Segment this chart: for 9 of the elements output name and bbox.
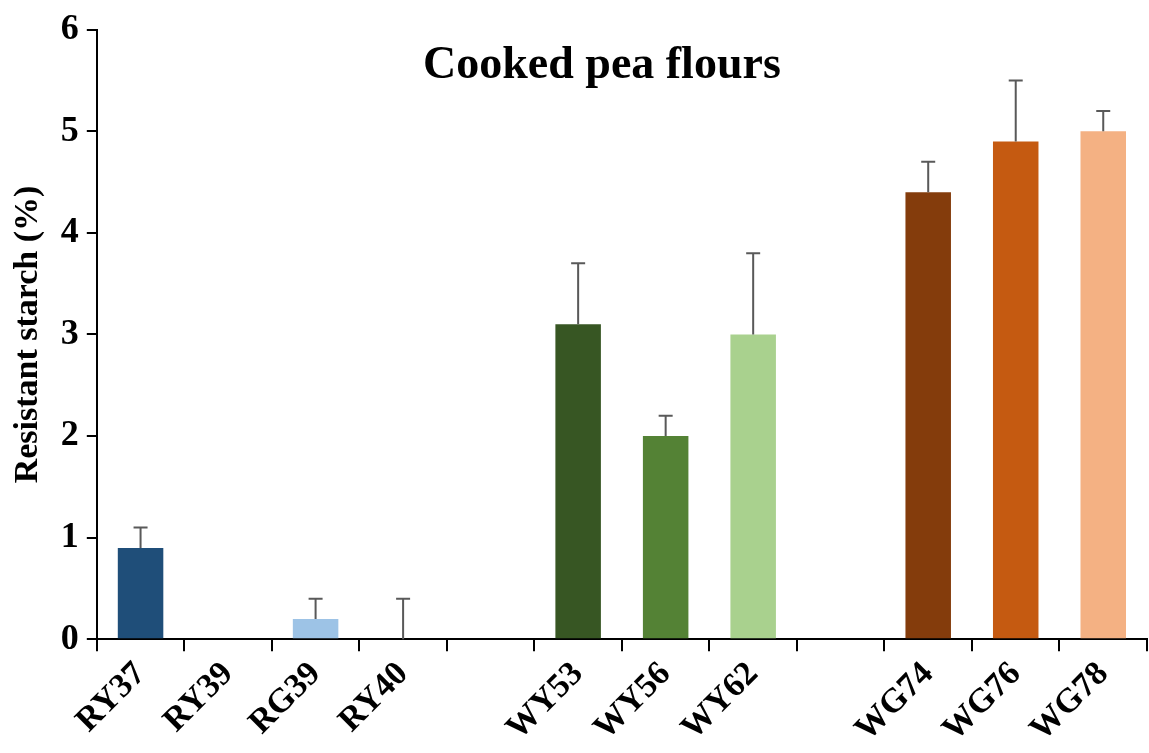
y-tick-label: 2	[60, 413, 79, 454]
y-tick-label: 4	[60, 210, 79, 251]
y-tick-label: 1	[60, 515, 79, 556]
y-axis-title: Resistant starch (%)	[7, 185, 46, 484]
y-tick-label: 6	[60, 6, 79, 47]
y-tick-label: 3	[60, 311, 79, 352]
chart-title: Cooked pea flours	[422, 37, 781, 89]
y-tick-label: 5	[60, 108, 79, 149]
y-tick-label: 0	[60, 616, 79, 657]
